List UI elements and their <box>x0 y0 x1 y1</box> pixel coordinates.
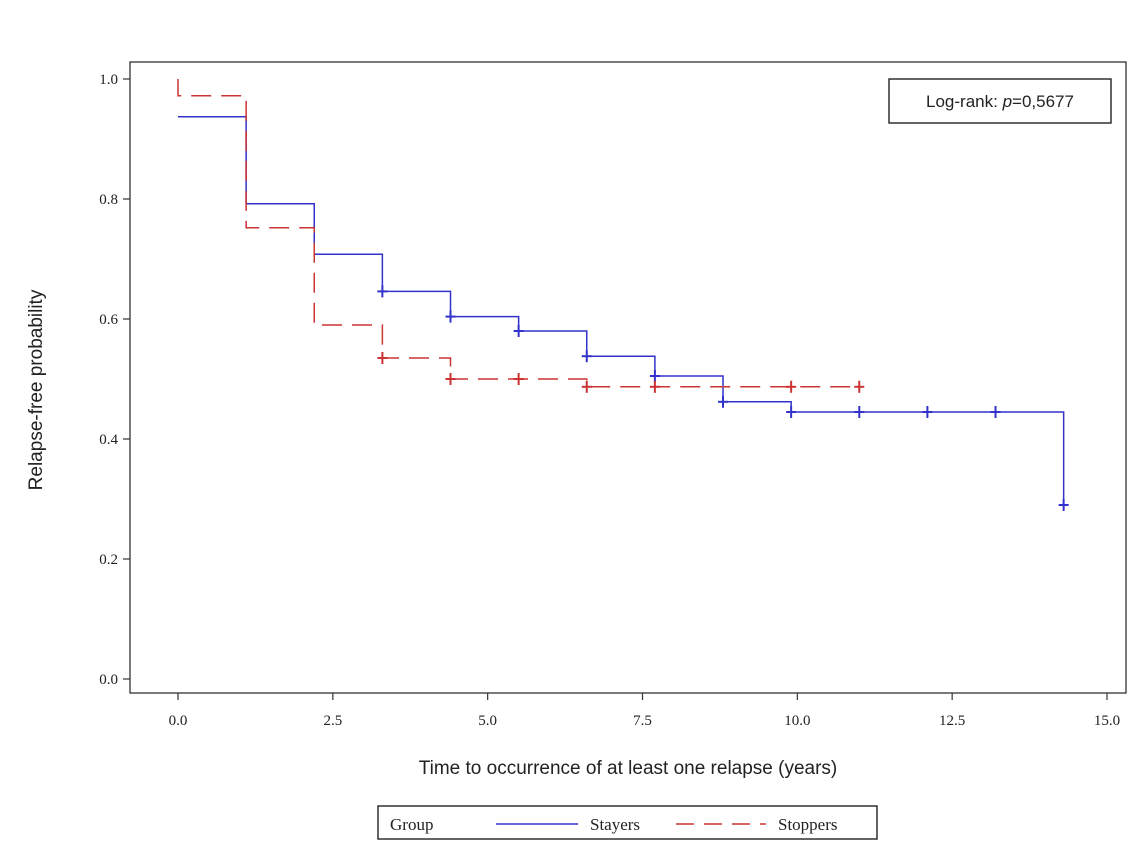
annotation-p-value: =0,5677 <box>1012 92 1074 111</box>
log-rank-annotation: Log-rank: p=0,5677 <box>888 78 1112 124</box>
censor-mark-stayers <box>922 406 933 418</box>
y-tick-label: 0.2 <box>99 552 118 568</box>
y-tick-label: 0.8 <box>99 192 118 208</box>
censor-mark-stayers <box>718 395 729 408</box>
x-tick-label: 5.0 <box>478 713 497 729</box>
plot-frame <box>129 61 1127 694</box>
x-tick-label: 7.5 <box>633 713 652 729</box>
y-tick-label: 0.4 <box>99 432 118 448</box>
annotation-text: Log-rank: p=0,5677 <box>926 92 1074 111</box>
y-tick-label: 1.0 <box>99 72 118 88</box>
annotation-box <box>888 78 1112 124</box>
series-layer <box>177 79 1069 511</box>
censor-mark-stoppers <box>377 352 388 364</box>
x-tick-label: 0.0 <box>169 713 188 729</box>
series-line-stoppers <box>177 79 860 388</box>
y-axis-title: Relapse-free probability <box>26 289 47 490</box>
legend: Group Stayers Stoppers <box>377 805 878 840</box>
annotation-prefix: Log-rank: <box>926 92 1003 111</box>
legend-box <box>377 805 878 840</box>
censor-mark-stoppers <box>445 373 456 385</box>
censor-mark-stayers <box>1058 499 1069 511</box>
censor-mark-stayers <box>786 406 797 418</box>
censor-mark-stayers <box>513 325 524 337</box>
legend-label-stoppers: Stoppers <box>778 815 838 834</box>
censor-mark-stoppers <box>581 380 592 393</box>
y-tick-label: 0.6 <box>99 312 118 328</box>
x-tick-label: 10.0 <box>784 713 810 729</box>
censor-mark-stoppers <box>854 380 865 393</box>
legend-title: Group <box>390 815 433 834</box>
censor-mark-stoppers <box>786 380 797 393</box>
censor-mark-stayers <box>854 406 865 418</box>
censor-mark-stayers <box>445 310 456 323</box>
x-tick-label: 12.5 <box>939 713 965 729</box>
annotation-p-symbol: p <box>1002 92 1012 111</box>
censor-mark-stoppers <box>649 380 660 393</box>
x-tick-label: 2.5 <box>323 713 342 729</box>
x-tick-label: 15.0 <box>1094 713 1120 729</box>
censor-mark-stayers <box>990 406 1001 418</box>
censor-mark-stayers <box>581 350 592 363</box>
y-tick-label: 0.0 <box>99 672 118 688</box>
y-axis: 0.0 0.2 0.4 0.6 0.8 1.0 <box>99 72 130 688</box>
censor-mark-stayers <box>649 370 660 382</box>
x-axis: 0.0 2.5 5.0 7.5 10.0 12.5 15.0 <box>169 693 1120 729</box>
censor-mark-stayers <box>377 285 388 298</box>
legend-label-stayers: Stayers <box>590 815 640 834</box>
series-line-stayers <box>178 116 1065 505</box>
censor-mark-stoppers <box>513 373 524 385</box>
x-axis-title: Time to occurrence of at least one relap… <box>419 758 838 779</box>
